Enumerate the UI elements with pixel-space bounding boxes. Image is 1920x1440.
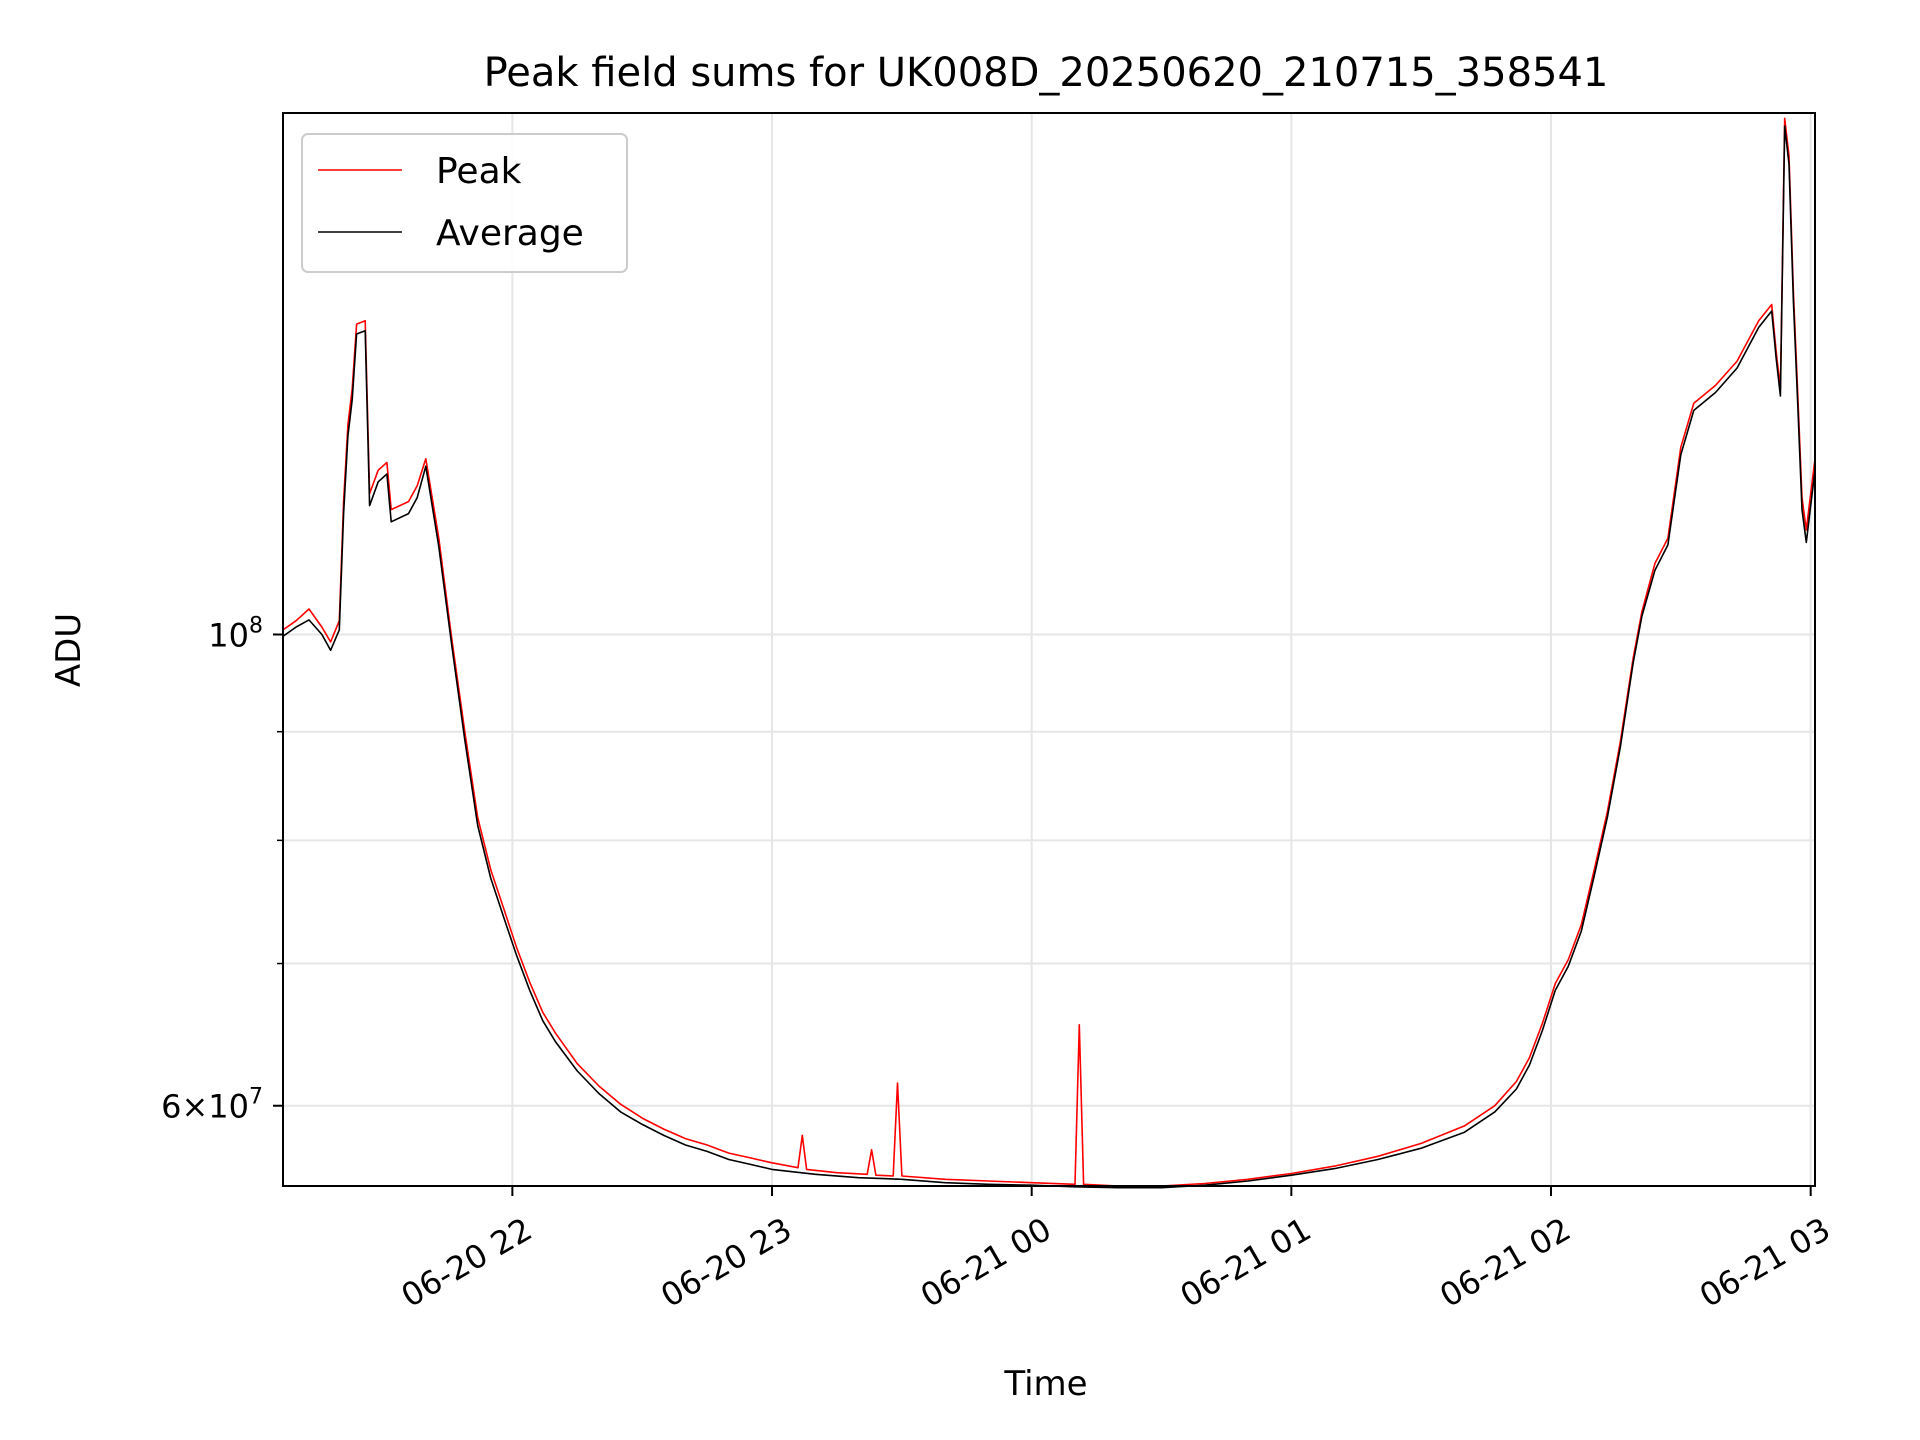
series-lines	[282, 117, 1816, 1189]
legend-label-average: Average	[436, 213, 584, 254]
chart-title: Peak field sums for UK008D_20250620_2107…	[484, 50, 1609, 96]
grid-lines	[283, 113, 1815, 1186]
y-tick-label: 108	[208, 613, 263, 654]
legend-box	[301, 133, 628, 273]
legend: Peak Average	[301, 133, 628, 273]
x-axis-label: Time	[1003, 1364, 1087, 1404]
y-tick-label: 6×107	[161, 1085, 263, 1126]
y-axis-label: ADU	[49, 613, 89, 687]
series-line-average	[282, 125, 1816, 1189]
series-line-peak	[282, 117, 1816, 1187]
legend-label-peak: Peak	[436, 151, 522, 192]
plot-area-frame	[282, 112, 1816, 1187]
